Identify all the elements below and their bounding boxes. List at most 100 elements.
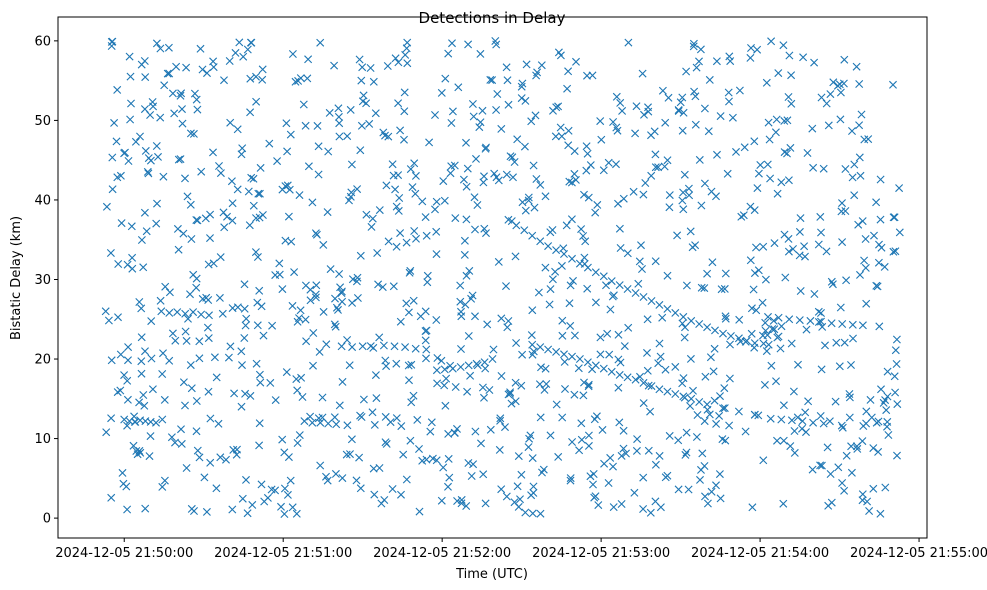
- clutter-point: [723, 169, 732, 178]
- clutter-point: [847, 361, 855, 369]
- clutter-point: [497, 372, 506, 380]
- clutter-point: [570, 331, 579, 340]
- clutter-point: [249, 201, 258, 210]
- clutter-point: [632, 446, 641, 455]
- clutter-point: [639, 505, 648, 513]
- clutter-point: [774, 69, 783, 78]
- clutter-point: [862, 299, 871, 308]
- clutter-point: [102, 428, 111, 437]
- clutter-point: [580, 378, 588, 387]
- clutter-point: [570, 390, 579, 399]
- clutter-point: [214, 419, 223, 428]
- clutter-point: [255, 419, 264, 428]
- clutter-point: [838, 479, 847, 487]
- plot-frame: [57, 16, 928, 539]
- clutter-point: [127, 99, 135, 108]
- clutter-point: [477, 439, 485, 448]
- clutter-point: [781, 273, 790, 282]
- clutter-point: [356, 251, 365, 260]
- clutter-point: [223, 212, 231, 221]
- clutter-point: [306, 412, 315, 421]
- clutter-point: [556, 123, 565, 132]
- clutter-point: [598, 425, 607, 434]
- clutter-point: [143, 167, 152, 176]
- clutter-point: [114, 313, 122, 322]
- clutter-point: [206, 234, 214, 243]
- clutter-point: [396, 126, 405, 135]
- clutter-point: [182, 464, 191, 472]
- clutter-point: [660, 162, 669, 171]
- clutter-point: [422, 231, 431, 240]
- clutter-point: [444, 429, 453, 438]
- clutter-point: [124, 356, 132, 365]
- clutter-point: [147, 354, 156, 363]
- clutter-point: [840, 486, 849, 495]
- clutter-point: [671, 362, 680, 371]
- clutter-point: [773, 436, 781, 445]
- clutter-point: [558, 413, 567, 422]
- track-point: [631, 375, 640, 384]
- clutter-point: [784, 176, 793, 185]
- clutter-point: [139, 391, 148, 399]
- clutter-point: [763, 160, 772, 169]
- clutter-point: [530, 203, 539, 212]
- clutter-point: [156, 296, 165, 305]
- clutter-point: [831, 397, 840, 406]
- clutter-point: [596, 333, 605, 342]
- clutter-point: [638, 69, 647, 78]
- clutter-point: [334, 305, 342, 314]
- clutter-point: [750, 137, 759, 146]
- clutter-point: [663, 471, 672, 480]
- clutter-point: [212, 484, 221, 493]
- clutter-point: [786, 442, 795, 451]
- clutter-point: [489, 345, 498, 354]
- track-point: [750, 410, 759, 419]
- clutter-point: [638, 265, 646, 273]
- track-point: [777, 415, 786, 424]
- clutter-point: [810, 58, 819, 67]
- clutter-point: [712, 481, 720, 490]
- clutter-point: [855, 80, 864, 88]
- clutter-point: [875, 322, 884, 331]
- clutter-point: [503, 76, 512, 85]
- clutter-point: [712, 419, 721, 428]
- clutter-point: [433, 379, 442, 388]
- clutter-point: [278, 285, 287, 294]
- clutter-point: [190, 507, 198, 515]
- clutter-point: [253, 253, 262, 261]
- clutter-point: [704, 127, 713, 136]
- clutter-point: [485, 386, 494, 394]
- clutter-point: [575, 446, 584, 455]
- clutter-point: [703, 499, 712, 508]
- track-point: [181, 309, 190, 318]
- y-axis-label: Bistatic Delay (km): [9, 216, 24, 340]
- clutter-point: [278, 435, 287, 444]
- clutter-point: [747, 304, 756, 313]
- clutter-point: [193, 446, 202, 455]
- clutter-point: [112, 137, 121, 146]
- clutter-point: [137, 236, 146, 244]
- clutter-point: [678, 126, 687, 135]
- track-point: [639, 378, 648, 387]
- clutter-point: [780, 116, 789, 125]
- clutter-point: [315, 347, 324, 356]
- clutter-point: [680, 170, 689, 179]
- clutter-point: [848, 173, 857, 182]
- clutter-point: [186, 361, 195, 370]
- clutter-point: [682, 281, 691, 290]
- clutter-point: [700, 417, 709, 426]
- clutter-point: [789, 387, 798, 396]
- clutter-point: [655, 339, 664, 348]
- clutter-point: [732, 147, 740, 156]
- clutter-point: [665, 203, 674, 212]
- clutter-point: [258, 75, 267, 84]
- clutter-point: [640, 110, 648, 119]
- clutter-point: [148, 385, 157, 394]
- clutter-point: [858, 496, 867, 505]
- clutter-point: [590, 493, 599, 502]
- clutter-point: [263, 493, 272, 502]
- clutter-point: [882, 406, 891, 415]
- track-point: [411, 344, 420, 353]
- clutter-point: [265, 139, 274, 148]
- track-point: [599, 364, 608, 373]
